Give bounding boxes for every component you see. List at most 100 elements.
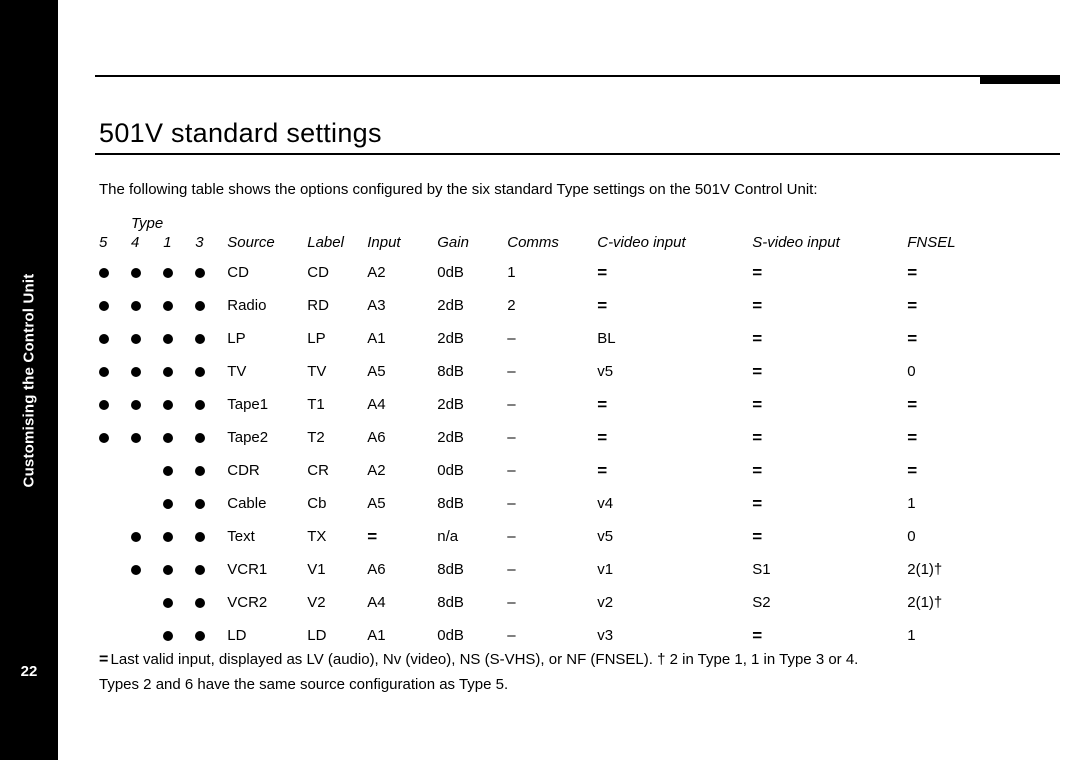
eq-icon: = bbox=[907, 461, 915, 480]
dot-icon bbox=[163, 466, 173, 476]
cell-cvideo: = bbox=[597, 256, 752, 289]
cell-gain: 8dB bbox=[437, 355, 507, 388]
dot-icon bbox=[131, 301, 141, 311]
col-comms: Comms bbox=[507, 234, 597, 256]
cell-input: A5 bbox=[367, 487, 437, 520]
eq-icon: = bbox=[907, 296, 915, 315]
cell-gain: 2dB bbox=[437, 289, 507, 322]
cell-label: TV bbox=[307, 355, 367, 388]
cell-comms: – bbox=[507, 355, 597, 388]
dot-icon bbox=[99, 268, 109, 278]
sidebar: Customising the Control Unit 22 bbox=[0, 0, 58, 760]
type-dot bbox=[163, 454, 195, 487]
table-row: Tape2T2A62dB–=== bbox=[99, 421, 956, 454]
cell-input: A6 bbox=[367, 553, 437, 586]
table-row: RadioRDA32dB2=== bbox=[99, 289, 956, 322]
cell-source: Cable bbox=[227, 487, 307, 520]
dot-icon bbox=[195, 268, 205, 278]
dot-icon bbox=[131, 565, 141, 575]
col-label: Label bbox=[307, 234, 367, 256]
type-dot bbox=[99, 289, 131, 322]
cell-cvideo: v4 bbox=[597, 487, 752, 520]
eq-icon: = bbox=[597, 395, 605, 414]
col-gain: Gain bbox=[437, 234, 507, 256]
dot-icon bbox=[163, 532, 173, 542]
cell-svideo: = bbox=[752, 289, 907, 322]
type-dot bbox=[99, 388, 131, 421]
dot-icon bbox=[163, 301, 173, 311]
eq-icon: = bbox=[367, 527, 375, 546]
eq-icon: = bbox=[907, 395, 915, 414]
type-dot bbox=[163, 421, 195, 454]
type-dot bbox=[99, 487, 131, 520]
type-dot bbox=[131, 421, 163, 454]
type-dot bbox=[99, 520, 131, 553]
cell-cvideo: = bbox=[597, 388, 752, 421]
dot-icon bbox=[195, 367, 205, 377]
cell-comms: – bbox=[507, 421, 597, 454]
dot-icon bbox=[195, 466, 205, 476]
type-dot bbox=[195, 553, 227, 586]
type-dot bbox=[131, 520, 163, 553]
type-dot bbox=[195, 355, 227, 388]
type-dot bbox=[195, 421, 227, 454]
col-svideo: S-video input bbox=[752, 234, 907, 256]
eq-icon: = bbox=[597, 428, 605, 447]
cell-label: CR bbox=[307, 454, 367, 487]
dot-icon bbox=[195, 631, 205, 641]
cell-fnsel: = bbox=[907, 388, 955, 421]
dot-icon bbox=[163, 334, 173, 344]
eq-icon: = bbox=[752, 296, 760, 315]
dot-icon bbox=[99, 334, 109, 344]
type-dot bbox=[99, 355, 131, 388]
cell-gain: 0dB bbox=[437, 454, 507, 487]
dot-icon bbox=[195, 598, 205, 608]
cell-source: CDR bbox=[227, 454, 307, 487]
type-dot bbox=[195, 322, 227, 355]
cell-fnsel: 2(1)† bbox=[907, 553, 955, 586]
cell-input: = bbox=[367, 520, 437, 553]
cell-svideo: = bbox=[752, 388, 907, 421]
type-dot bbox=[131, 388, 163, 421]
cell-label: RD bbox=[307, 289, 367, 322]
eq-icon: = bbox=[752, 395, 760, 414]
type-dot bbox=[163, 388, 195, 421]
dot-icon bbox=[195, 433, 205, 443]
type-dot bbox=[163, 256, 195, 289]
dot-icon bbox=[131, 433, 141, 443]
type-dot bbox=[131, 586, 163, 619]
cell-source: CD bbox=[227, 256, 307, 289]
type-dot bbox=[163, 289, 195, 322]
table-header-row: 5 4 1 3 Source Label Input Gain Comms C-… bbox=[99, 234, 956, 256]
type-dot bbox=[163, 586, 195, 619]
type-dot bbox=[131, 256, 163, 289]
cell-gain: 8dB bbox=[437, 586, 507, 619]
cell-svideo: = bbox=[752, 355, 907, 388]
col-source: Source bbox=[227, 234, 307, 256]
dot-icon bbox=[195, 400, 205, 410]
cell-comms: – bbox=[507, 487, 597, 520]
dot-icon bbox=[195, 301, 205, 311]
footnote-1: = Last valid input, displayed as LV (aud… bbox=[99, 648, 1050, 673]
type-dot bbox=[195, 586, 227, 619]
col-cvideo: C-video input bbox=[597, 234, 752, 256]
table-row: TextTX=n/a–v5=0 bbox=[99, 520, 956, 553]
table-head: Type 5 4 1 3 Source Label Input Gain bbox=[99, 215, 956, 256]
type-dot bbox=[131, 289, 163, 322]
cell-gain: 8dB bbox=[437, 553, 507, 586]
eq-icon: = bbox=[752, 329, 760, 348]
cell-cvideo: v2 bbox=[597, 586, 752, 619]
cell-gain: 2dB bbox=[437, 322, 507, 355]
dot-icon bbox=[163, 268, 173, 278]
cell-comms: – bbox=[507, 520, 597, 553]
col-type-4: 4 bbox=[131, 234, 163, 256]
dot-icon bbox=[195, 532, 205, 542]
cell-source: VCR1 bbox=[227, 553, 307, 586]
table-super-header: Type bbox=[99, 215, 956, 234]
cell-comms: 1 bbox=[507, 256, 597, 289]
cell-source: VCR2 bbox=[227, 586, 307, 619]
cell-cvideo: v5 bbox=[597, 520, 752, 553]
dot-icon bbox=[195, 499, 205, 509]
dot-icon bbox=[163, 598, 173, 608]
cell-input: A6 bbox=[367, 421, 437, 454]
